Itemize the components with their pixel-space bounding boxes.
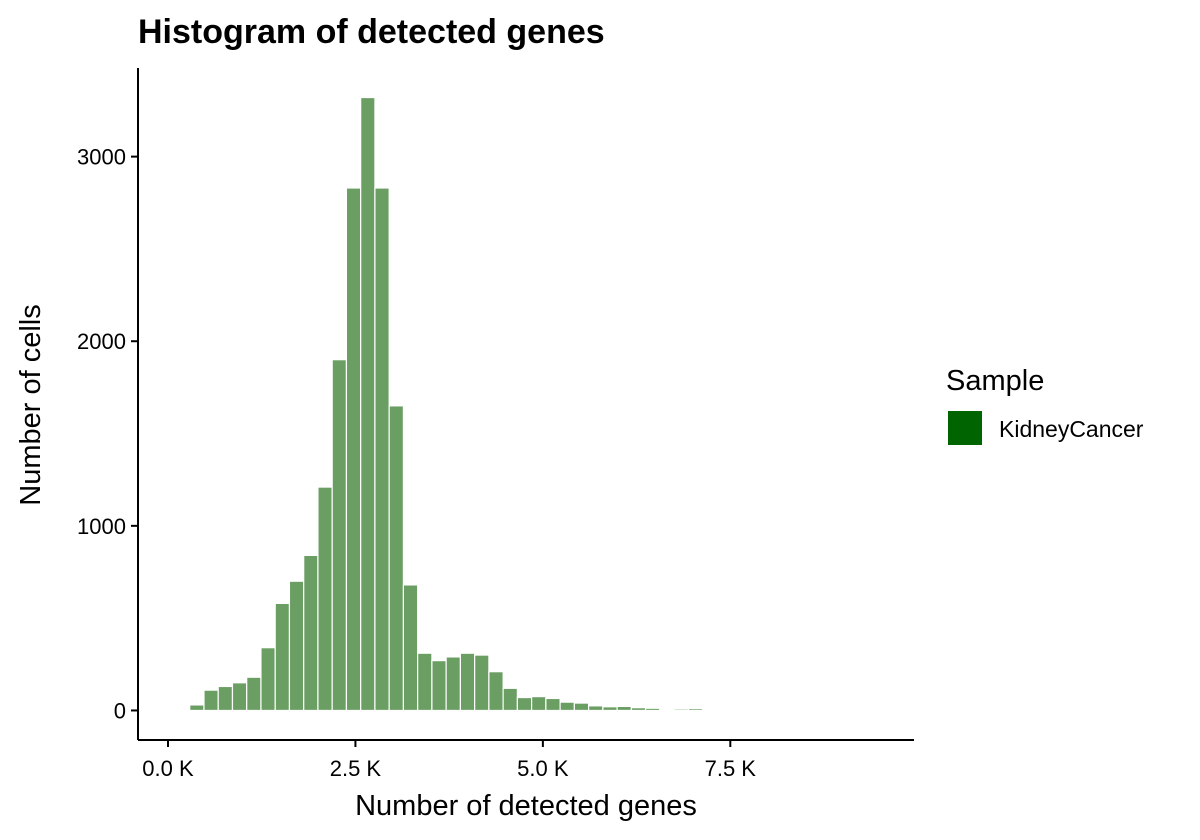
histogram-bar [360,96,376,712]
histogram-bar [673,708,689,712]
histogram-bar [488,671,504,712]
histogram-bar [345,187,362,712]
legend-swatch [948,411,982,445]
histogram-bar [616,705,632,712]
histogram-bar [402,584,419,712]
histogram-bar [545,697,561,712]
histogram-bar [417,652,433,712]
x-tick-label: 2.5 K [330,756,382,781]
histogram-bar [445,656,461,712]
histogram-bar [587,705,604,712]
histogram-bar [844,709,860,712]
histogram-bar [189,704,205,712]
histogram-bar [801,709,818,712]
legend-title: Sample [946,365,1044,397]
histogram-bar [858,709,875,712]
y-axis-title: Number of cells [15,304,47,505]
histogram-bar [246,676,262,712]
histogram-bar [516,696,533,712]
histogram-bar [815,709,832,712]
x-axis-title: Number of detected genes [355,790,697,822]
histogram-bar [388,405,405,712]
histogram-bar [830,709,846,712]
histogram-bar [659,708,675,712]
histogram-bar [231,682,248,712]
histogram-bar [773,709,789,712]
histogram-bar [203,689,219,712]
histogram-bar [602,706,618,712]
y-tick-label: 2000 [77,329,126,354]
chart-title: Histogram of detected genes [138,13,605,51]
x-tick-label: 5.0 K [517,756,569,781]
histogram-bar [744,709,761,712]
histogram-bar [716,709,732,712]
histogram-bar [559,701,575,712]
x-ticks-group: 0.0 K 2.5 K 5.0 K 7.5 K [142,740,756,781]
histogram-bar [274,602,291,712]
histogram-bar [630,707,647,712]
x-tick-label: 7.5 K [705,756,757,781]
histogram-bar [288,580,305,712]
y-tick-label: 0 [114,698,126,723]
histogram-bar [303,554,319,712]
histogram-bar [331,359,348,712]
y-ticks-group: 0 1000 2000 3000 [77,145,138,723]
y-tick-label: 3000 [77,145,126,170]
histogram-bar [701,708,718,712]
bars-group [189,96,875,712]
histogram-bar [502,687,518,712]
histogram-bar [730,708,746,712]
x-tick-label: 0.0 K [142,756,194,781]
y-tick-label: 1000 [77,514,126,539]
histogram-bar [317,486,333,712]
histogram-bar [260,647,276,712]
legend: Sample KidneyCancer [946,365,1144,445]
histogram-bar [474,654,490,712]
histogram-bar [787,709,803,712]
histogram-bar [374,187,390,712]
histogram-bar [573,702,590,712]
histogram-bar [431,660,447,712]
histogram-bar [758,709,775,712]
histogram-bar [217,685,234,712]
histogram-bar [531,696,547,712]
histogram-bar [459,652,476,712]
histogram-bar [644,707,661,712]
legend-label: KidneyCancer [999,416,1144,442]
histogram-bar [687,708,704,712]
